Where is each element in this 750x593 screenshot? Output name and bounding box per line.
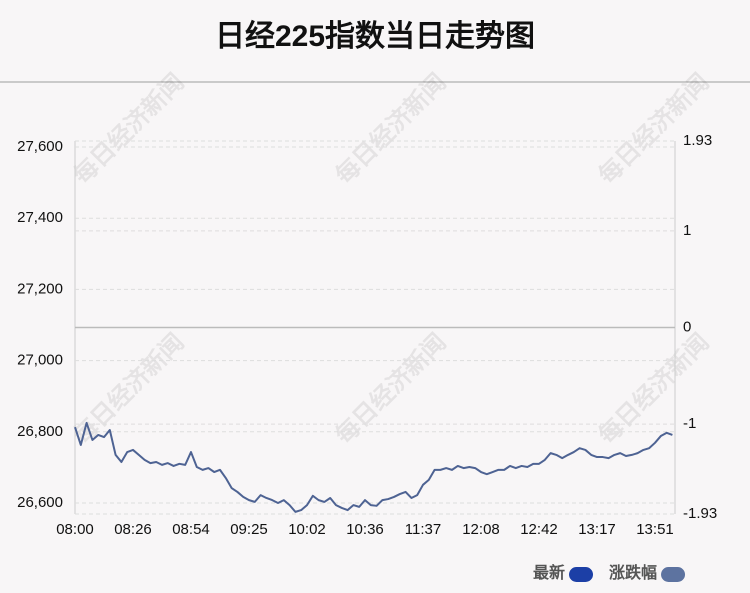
- y-tick-label: 26,600: [17, 494, 63, 511]
- legend-swatch: [569, 567, 594, 582]
- legend-swatch: [661, 567, 686, 582]
- y2-tick-label: 0: [683, 318, 691, 335]
- chart-title: 日经225指数当日走势图: [215, 19, 535, 53]
- x-tick-label: 11:37: [405, 521, 441, 538]
- x-tick-label: 08:26: [114, 521, 152, 538]
- y-tick-label: 27,200: [17, 280, 63, 297]
- y2-tick-label: -1.93: [683, 505, 717, 522]
- x-tick-label: 08:54: [172, 521, 210, 538]
- x-tick-label: 10:02: [288, 521, 326, 538]
- y2-tick-label: 1: [683, 222, 691, 239]
- x-tick-label: 13:17: [578, 521, 616, 538]
- price-line: [74, 421, 673, 513]
- y-tick-label: 27,400: [17, 209, 63, 226]
- y2-tick-label: 1.93: [683, 132, 712, 149]
- legend-label: 最新: [533, 563, 565, 582]
- x-tick-label: 10:36: [346, 521, 384, 538]
- x-tick-label: 08:00: [56, 521, 94, 538]
- x-tick-label: 09:25: [230, 521, 268, 538]
- y-tick-label: 27,600: [17, 138, 63, 155]
- legend-label: 涨跌幅: [609, 563, 657, 582]
- y-tick-label: 27,000: [17, 352, 63, 369]
- y2-tick-label: -1: [683, 415, 696, 432]
- y-tick-label: 26,800: [17, 423, 63, 440]
- x-tick-label: 13:51: [636, 521, 674, 538]
- x-tick-label: 12:42: [520, 521, 558, 538]
- x-tick-label: 12:08: [462, 521, 500, 538]
